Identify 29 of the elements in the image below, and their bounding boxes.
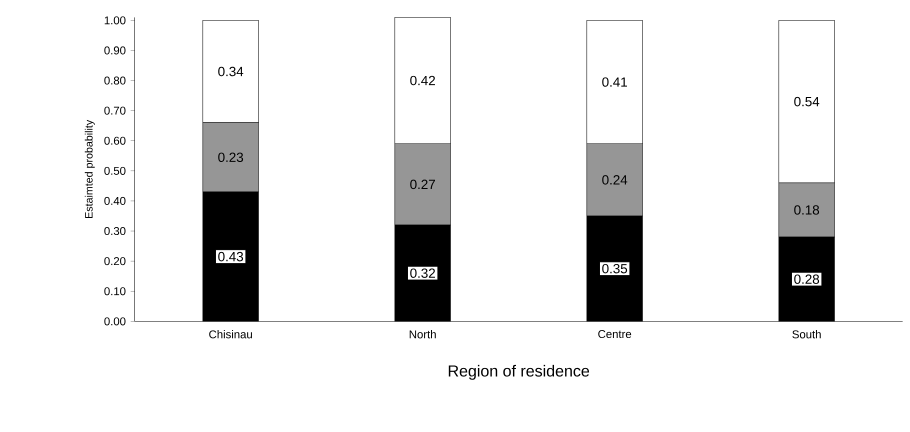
data-label: 0.24 bbox=[602, 175, 628, 185]
y-tick-label: 0.80 bbox=[104, 76, 126, 85]
data-label: 0.41 bbox=[602, 77, 628, 87]
x-axis-title: Region of residence bbox=[448, 364, 590, 380]
x-tick-label: South bbox=[792, 330, 821, 338]
y-tick-label: 0.30 bbox=[104, 227, 126, 236]
data-label: 0.32 bbox=[410, 268, 435, 278]
data-label: 0.35 bbox=[602, 264, 628, 274]
y-tick-label: 0.20 bbox=[104, 257, 126, 266]
data-label: 0.54 bbox=[794, 96, 820, 106]
data-label: 0.42 bbox=[410, 76, 435, 86]
data-label: 0.28 bbox=[794, 274, 820, 284]
x-tick-label: Centre bbox=[598, 330, 632, 338]
data-label: 0.23 bbox=[218, 152, 244, 162]
y-tick-label: 0.00 bbox=[104, 317, 126, 326]
y-tick-label: 0.50 bbox=[104, 166, 126, 175]
y-tick-label: 0.60 bbox=[104, 136, 126, 145]
y-tick-label: 0.70 bbox=[104, 106, 126, 115]
data-label: 0.34 bbox=[218, 66, 244, 76]
x-tick-label: North bbox=[410, 330, 436, 338]
x-tick-label: Chisinau bbox=[209, 330, 252, 338]
y-tick-label: 1.00 bbox=[104, 16, 126, 24]
data-label: 0.27 bbox=[410, 180, 435, 190]
data-label: 0.18 bbox=[794, 205, 820, 215]
y-axis-title: Estaimted probability bbox=[84, 120, 95, 218]
y-tick-label: 0.40 bbox=[104, 196, 126, 205]
y-tick-label: 0.10 bbox=[104, 287, 126, 296]
data-label: 0.43 bbox=[218, 252, 244, 262]
y-tick-label: 0.90 bbox=[104, 46, 126, 54]
